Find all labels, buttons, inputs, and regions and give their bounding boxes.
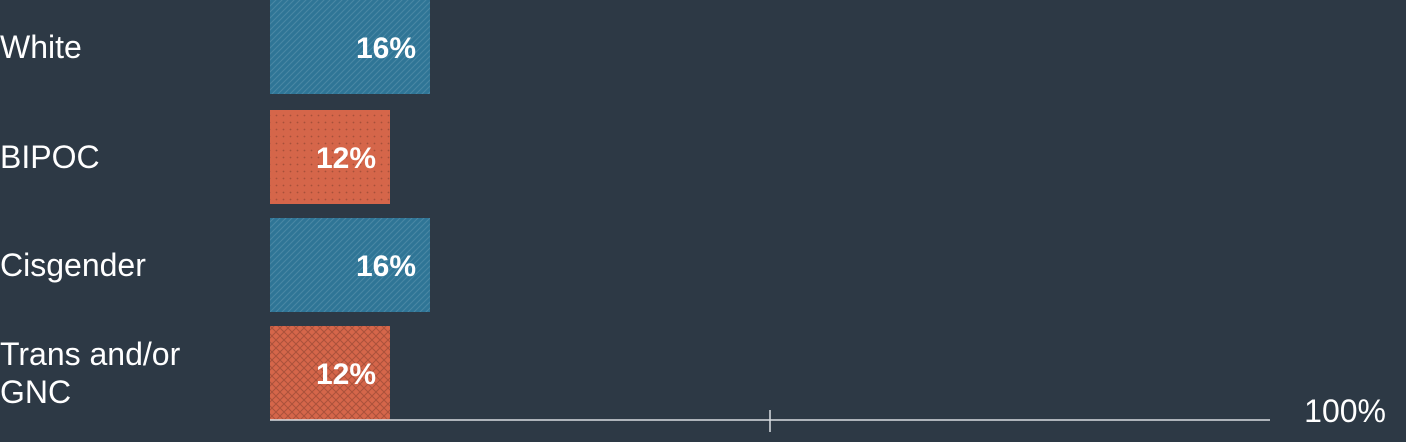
category-label-line: Trans and/or (0, 336, 181, 372)
category-label-line: GNC (0, 374, 71, 410)
bar-texture (270, 326, 390, 420)
x-axis: 100% (270, 393, 1386, 432)
category-label-line: BIPOC (0, 139, 100, 175)
category-label: White (0, 29, 82, 65)
bar-texture (270, 0, 430, 94)
category-label: Cisgender (0, 247, 146, 283)
bar-value-label: 12% (316, 358, 376, 391)
bar-group: 12% BIPOC (0, 110, 390, 204)
category-label-line: White (0, 29, 82, 65)
bar-value-label: 16% (356, 250, 416, 283)
category-label-line: Cisgender (0, 247, 146, 283)
bar-value-label: 12% (316, 142, 376, 175)
bars-layer: 16% White 12% BIPOC 16% Cisgender 12% Trans and… (0, 0, 430, 420)
bar-group: 12% Trans and/or GNC (0, 326, 390, 420)
bar-texture (270, 218, 430, 312)
x-axis-max-label: 100% (1304, 393, 1386, 429)
bar-group: 16% White (0, 0, 430, 94)
bar-value-label: 16% (356, 32, 416, 65)
bar-texture (270, 110, 390, 204)
bar-group: 16% Cisgender (0, 218, 430, 312)
category-label: Trans and/or GNC (0, 336, 181, 410)
category-label: BIPOC (0, 139, 100, 175)
